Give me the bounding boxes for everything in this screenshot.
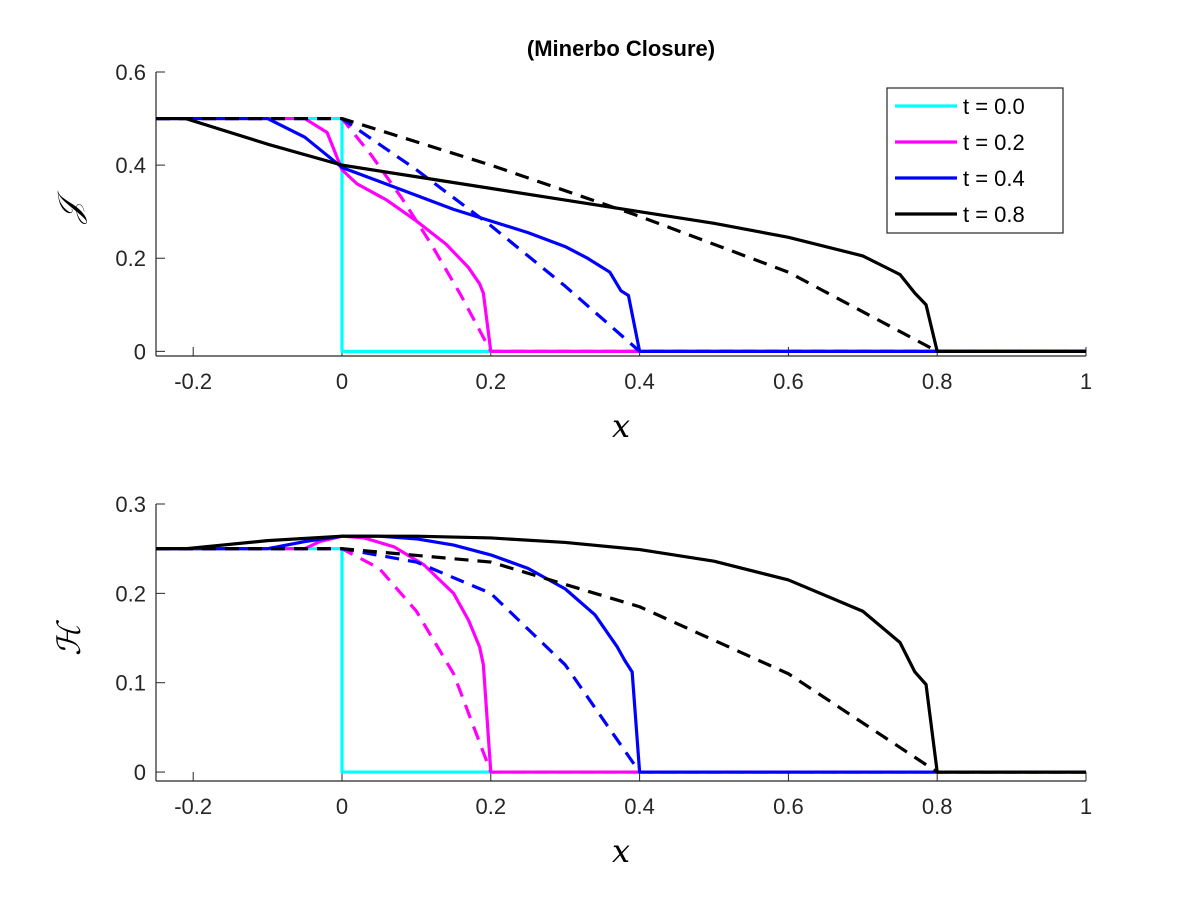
legend-entry-label: t = 0.4 (963, 166, 1025, 191)
legend-entry-label: t = 0.2 (963, 130, 1025, 155)
bottom-x-tick-label: 0 (336, 794, 348, 819)
bottom-y-axis-label: ℋ (50, 620, 88, 656)
legend-entry-label: t = 0.8 (963, 202, 1025, 227)
bottom-y-tick-label: 0.2 (115, 581, 146, 606)
top-series-t-0-8 (156, 116, 1086, 353)
bottom-panel: -0.2 0 0.2 0.4 0.6 0.8 1 0 0.1 0.2 0.3 x ℋ (50, 492, 1092, 870)
top-y-tick-label: 0.6 (115, 60, 146, 85)
top-plot-area: -0.2 0 0.2 0.4 0.6 0.8 1 0 0.2 0.4 0.6 (115, 60, 1092, 394)
top-x-tick-label: 0.8 (922, 369, 953, 394)
bottom-x-tick-label: 0.6 (773, 794, 804, 819)
legend-box (886, 87, 1064, 234)
top-series-t-0-2-reference (156, 116, 1086, 353)
bottom-x-axis-label: x (612, 832, 630, 870)
bottom-x-tick-label: 1 (1080, 794, 1092, 819)
bottom-x-tick-label: -0.2 (174, 794, 212, 819)
legend: t = 0.0 t = 0.2 t = 0.4 t = 0.8 (886, 87, 1064, 234)
top-series-t-0-8-reference (156, 116, 1086, 353)
bottom-plot-area: -0.2 0 0.2 0.4 0.6 0.8 1 0 0.1 0.2 0.3 (115, 492, 1092, 819)
bottom-series-t-0-8 (156, 534, 1086, 774)
bottom-series-t-0-8-reference (156, 547, 1086, 774)
top-y-tick-label: 0.4 (115, 153, 146, 178)
top-x-tick-label: -0.2 (174, 369, 212, 394)
bottom-series-group (156, 534, 1086, 774)
bottom-series-t-0-2 (156, 534, 1086, 774)
top-panel: (Minerbo Closure) -0.2 0 0.2 0.4 0.6 0.8 1 0 0.2… (50, 36, 1092, 445)
top-series-group (156, 116, 1086, 353)
top-x-tick-label: 0.2 (476, 369, 507, 394)
top-x-tick-label: 0.6 (773, 369, 804, 394)
top-x-tick-label: 1 (1080, 369, 1092, 394)
bottom-x-tick-label: 0.2 (476, 794, 507, 819)
bottom-y-tick-label: 0.3 (115, 492, 146, 517)
top-x-tick-label: 0.4 (624, 369, 655, 394)
legend-entry-label: t = 0.0 (963, 94, 1025, 119)
chart-title: (Minerbo Closure) (527, 36, 715, 61)
bottom-y-tick-label: 0.1 (115, 671, 146, 696)
top-y-tick-label: 0 (134, 339, 146, 364)
top-y-tick-label: 0.2 (115, 246, 146, 271)
top-x-axis-label: x (612, 407, 630, 445)
bottom-x-tick-label: 0.4 (624, 794, 655, 819)
top-series-t-0-4 (156, 116, 1086, 353)
bottom-y-tick-label: 0 (134, 760, 146, 785)
bottom-x-tick-label: 0.8 (922, 794, 953, 819)
top-x-tick-label: 0 (336, 369, 348, 394)
